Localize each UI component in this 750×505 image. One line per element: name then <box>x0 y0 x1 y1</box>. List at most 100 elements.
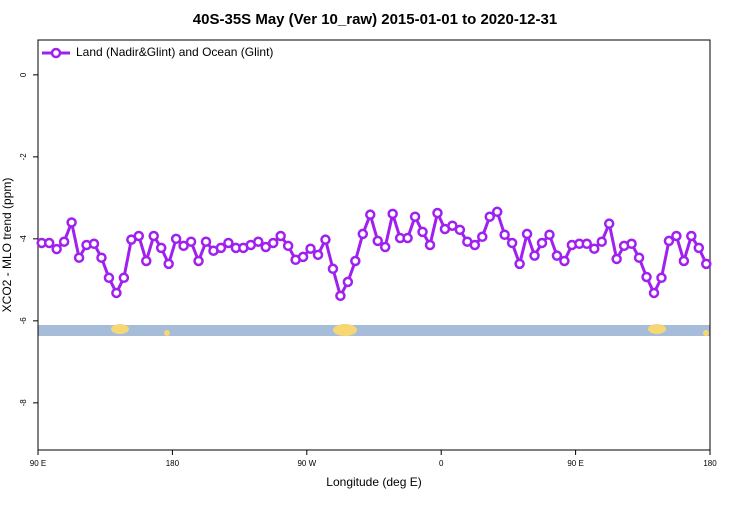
x-tick-label: 180 <box>703 459 717 468</box>
data-point <box>633 252 645 263</box>
x-tick-label: 90 E <box>567 459 583 468</box>
x-tick-label: 90 W <box>297 459 316 468</box>
data-point <box>267 237 279 249</box>
data-point <box>656 272 667 284</box>
data-point <box>611 253 622 265</box>
data-point <box>671 230 682 242</box>
land <box>648 324 666 334</box>
data-point <box>58 236 70 247</box>
y-tick-label: -8 <box>19 399 28 407</box>
land <box>111 324 129 334</box>
data-point <box>544 229 555 240</box>
data-point <box>417 226 428 238</box>
data-point <box>350 255 361 267</box>
data-point <box>499 229 510 240</box>
data-point <box>641 271 652 283</box>
data-point <box>51 243 62 255</box>
data-point <box>342 276 354 288</box>
legend-marker <box>50 47 62 59</box>
data-point <box>282 240 294 252</box>
data-point <box>469 239 481 251</box>
map-strip <box>38 324 710 336</box>
data-point <box>424 239 436 251</box>
data-point <box>432 207 443 219</box>
data-point <box>253 236 264 247</box>
data-point <box>163 258 174 270</box>
data-point <box>96 252 107 263</box>
data-point <box>701 258 712 270</box>
data-point <box>73 252 85 263</box>
y-tick-label: -4 <box>19 235 28 243</box>
x-axis-label: Longitude (deg E) <box>326 475 421 489</box>
data-point <box>447 220 458 231</box>
chart-title: 40S-35S May (Ver 10_raw) 2015-01-01 to 2… <box>193 11 557 28</box>
data-point <box>484 211 495 222</box>
data-point <box>88 238 100 250</box>
data-point <box>678 255 690 267</box>
data-point <box>148 230 159 242</box>
data-point <box>409 211 421 222</box>
y-tick-label: -2 <box>19 153 28 161</box>
data-point <box>155 242 167 254</box>
data-point <box>260 241 271 253</box>
data-point <box>506 237 518 249</box>
data-point <box>536 237 548 249</box>
data-point <box>275 230 286 242</box>
data-point <box>663 235 675 247</box>
data-point <box>305 243 316 254</box>
data-point <box>686 230 697 242</box>
y-tick-label: -6 <box>19 317 28 325</box>
legend-label: Land (Nadir&Glint) and Ocean (Glint) <box>76 45 273 59</box>
data-point <box>372 235 383 247</box>
data-point <box>223 237 234 249</box>
x-tick-label: 0 <box>439 459 444 468</box>
data-point <box>491 206 503 218</box>
y-tick-label: 0 <box>19 72 28 77</box>
data-point <box>454 224 466 236</box>
data-point <box>559 255 570 267</box>
data-point <box>402 232 413 244</box>
data-point <box>379 241 391 253</box>
data-point <box>477 231 488 243</box>
data-point <box>111 287 122 299</box>
data-point <box>693 242 705 254</box>
data-point <box>335 290 346 302</box>
land <box>164 330 170 336</box>
ocean-band <box>38 325 710 336</box>
data-point <box>215 242 227 254</box>
data-point <box>133 230 145 242</box>
data-point <box>170 233 182 245</box>
data-point <box>365 209 376 220</box>
y-axis-label: XCO2 - MLO trend (ppm) <box>0 178 14 313</box>
data-point <box>312 249 324 261</box>
data-point <box>185 236 197 247</box>
data-point <box>529 250 540 261</box>
data-point <box>193 255 204 267</box>
data-point <box>66 217 77 228</box>
data-point <box>320 234 331 245</box>
data-point <box>118 272 130 284</box>
data-point <box>200 236 212 247</box>
data-point <box>141 255 152 267</box>
data-point <box>103 272 115 284</box>
data-point <box>581 238 593 250</box>
data-point <box>387 208 398 220</box>
data-point <box>551 250 563 261</box>
data-point <box>626 238 637 250</box>
data-point <box>327 263 339 275</box>
data-point <box>178 240 189 252</box>
data-point <box>648 287 660 299</box>
data-point <box>521 228 533 240</box>
land <box>703 330 709 336</box>
data-point <box>357 228 369 240</box>
data-point <box>514 258 525 270</box>
data-point <box>297 251 309 263</box>
x-tick-label: 90 E <box>30 459 46 468</box>
data-point <box>589 243 600 254</box>
land <box>333 324 357 336</box>
data-point <box>43 237 55 249</box>
plot-frame <box>37 39 711 451</box>
x-tick-label: 180 <box>166 459 180 468</box>
data-point <box>603 218 615 229</box>
